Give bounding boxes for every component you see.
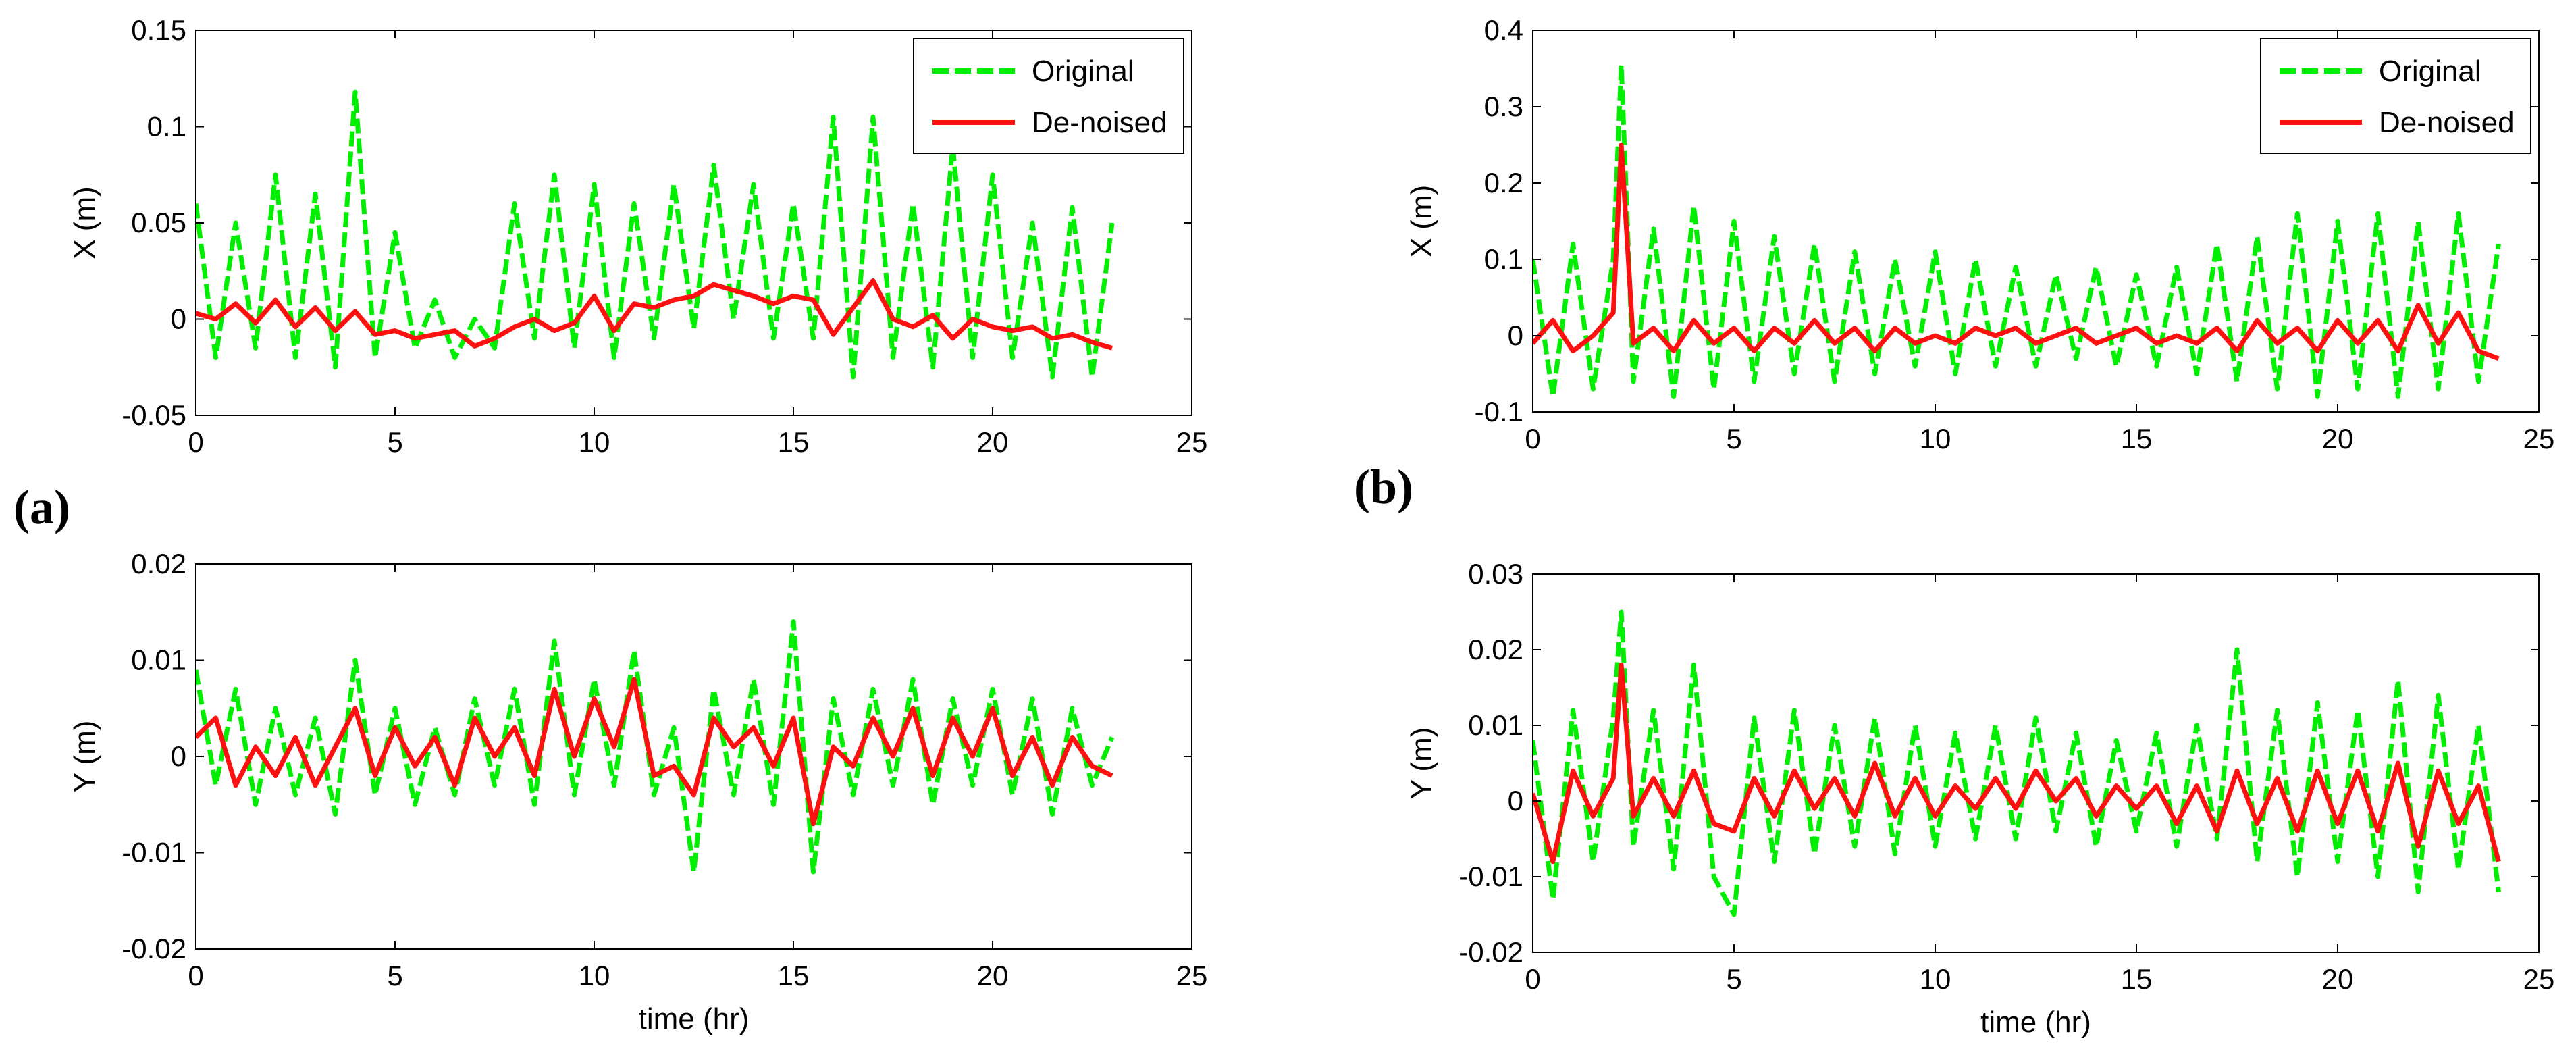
- legend-box: [913, 38, 1184, 154]
- x-tick-label: 20: [977, 426, 1009, 458]
- panel-label-b: (b): [1354, 460, 1413, 514]
- legend-label-denoised: De-noised: [2379, 106, 2515, 139]
- x-tick-label: 25: [2523, 423, 2555, 455]
- x-tick-label: 5: [1726, 423, 1741, 455]
- series-line-denoised: [196, 278, 1113, 351]
- y-tick-label: 0.3: [1484, 91, 1523, 122]
- x-axis-label: time (hr): [1980, 1006, 2091, 1039]
- x-tick-label: 0: [188, 960, 203, 991]
- legend-box: [2260, 38, 2531, 154]
- y-tick-label: 0.1: [147, 111, 186, 143]
- x-tick-label: 10: [1920, 963, 1951, 995]
- y-tick-label: 0.03: [1468, 558, 1523, 590]
- x-tick-label: 25: [1176, 960, 1208, 991]
- y-axis-label: X (m): [1405, 185, 1438, 258]
- plot-frame: [1532, 573, 2540, 953]
- y-tick-label: -0.05: [122, 399, 186, 431]
- y-tick-label: 0.05: [131, 207, 186, 238]
- x-tick-label: 15: [2121, 423, 2153, 455]
- plot-frame: [195, 563, 1192, 950]
- legend-label-original: Original: [2379, 55, 2481, 88]
- series-line-denoised: [1533, 143, 2500, 361]
- x-axis-label: time (hr): [639, 1002, 750, 1035]
- series-line-denoised: [196, 677, 1113, 827]
- x-tick-label: 20: [977, 960, 1009, 991]
- y-tick-label: 0.01: [1468, 709, 1523, 741]
- series-line-original: [1533, 609, 2501, 917]
- series-line-original: [1533, 62, 2501, 399]
- series-group: [1533, 62, 2501, 399]
- panel-label-a: (a): [14, 480, 70, 534]
- chart-b-y: 0 5 10 15 20 25 -0.02 -0.01 0 0.01 0.02 0.03 Y (m) ti…: [1405, 558, 2554, 1039]
- x-tick-label: 0: [1525, 963, 1540, 995]
- y-tick-label: 0.01: [131, 644, 186, 676]
- legend: Original De-noised: [2260, 38, 2531, 154]
- x-tick-label: 25: [2523, 963, 2555, 995]
- x-tick-label: 10: [1920, 423, 1951, 455]
- legend: Original De-noised: [913, 38, 1184, 154]
- panel-label-a-letter: a: [30, 480, 54, 534]
- x-tick-label: 15: [2121, 963, 2153, 995]
- y-tick-label: 0: [171, 303, 186, 335]
- y-tick-label: 0.2: [1484, 167, 1523, 199]
- series-group: [1533, 609, 2501, 917]
- y-tick-label: 0.02: [1468, 634, 1523, 665]
- y-tick-label: 0.15: [131, 14, 186, 46]
- x-tick-label: 10: [579, 960, 610, 991]
- x-tick-label: 20: [2322, 423, 2354, 455]
- series-group: [196, 89, 1115, 380]
- legend-label-original: Original: [1032, 55, 1134, 88]
- y-tick-label: -0.1: [1475, 396, 1523, 428]
- y-tick-label: 0: [1508, 319, 1523, 351]
- x-tick-label: 15: [778, 960, 810, 991]
- y-axis-label: X (m): [68, 186, 101, 259]
- y-tick-label: 0.02: [131, 548, 186, 579]
- y-tick-label: -0.01: [1458, 860, 1523, 892]
- x-tick-label: 5: [387, 960, 402, 991]
- x-tick-label: 0: [188, 426, 203, 458]
- y-tick-label: 0.1: [1484, 243, 1523, 275]
- series-group: [196, 619, 1115, 875]
- y-tick-label: -0.02: [122, 933, 186, 964]
- x-tick-label: 20: [2322, 963, 2354, 995]
- y-tick-label: 0.4: [1484, 14, 1523, 46]
- y-tick-label: 0: [171, 740, 186, 772]
- legend-label-denoised: De-noised: [1032, 106, 1167, 139]
- panel-label-b-letter: b: [1370, 460, 1397, 514]
- x-tick-label: 25: [1176, 426, 1208, 458]
- series-line-denoised: [1533, 662, 2501, 865]
- series-line-original: [196, 89, 1115, 380]
- y-axis-label: Y (m): [1405, 727, 1438, 800]
- x-tick-label: 10: [579, 426, 610, 458]
- y-tick-label: 0: [1508, 785, 1523, 817]
- x-tick-label: 5: [1726, 963, 1741, 995]
- y-tick-label: -0.01: [122, 837, 186, 869]
- y-tick-label: -0.02: [1458, 936, 1523, 968]
- x-tick-label: 5: [387, 426, 402, 458]
- y-axis-label: Y (m): [68, 721, 101, 793]
- x-tick-label: 0: [1525, 423, 1540, 455]
- chart-b-x: 0 5 10 15 20 25-0.100.10.20.30.4X (m)Original…: [1405, 14, 2554, 455]
- chart-a-y: 0 5 10 15 20 25 -0.02 -0.01 0 0.01 0.02 Y (m) time (…: [68, 548, 1207, 1035]
- x-tick-label: 15: [778, 426, 810, 458]
